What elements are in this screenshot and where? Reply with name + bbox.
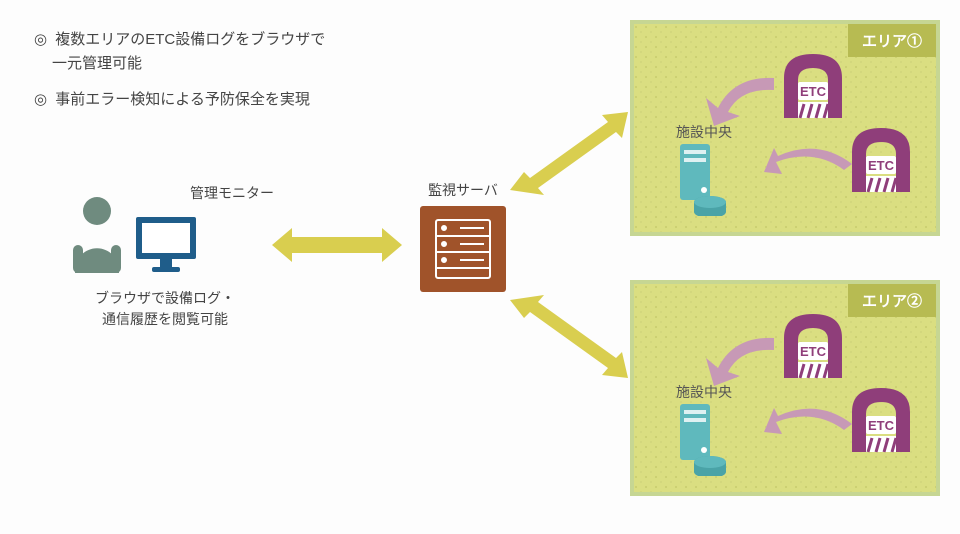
connector-center-area1 (510, 112, 630, 202)
flow-arrow-icon (764, 146, 854, 211)
facility-server-icon (670, 144, 728, 221)
facility-server-icon (670, 404, 728, 481)
area-badge: エリア② (848, 284, 936, 317)
admin-caption-l1: ブラウザで設備ログ・ (95, 290, 235, 306)
center-server-group: 監視サーバ (420, 180, 506, 297)
connector-center-area2 (510, 288, 630, 378)
svg-text:ETC: ETC (868, 418, 895, 433)
area-1: エリア① 施設中央 ETC ETC (630, 20, 940, 236)
person-icon (70, 195, 124, 278)
admin-caption: ブラウザで設備ログ・ 通信履歴を閲覧可能 (70, 288, 260, 330)
flow-arrow-icon (704, 328, 784, 393)
bullet-2: 事前エラー検知による予防保全を実現 (34, 88, 310, 112)
bullet-1: 複数エリアのETC設備ログをブラウザで 一元管理可能 (34, 28, 325, 76)
bullet-1-line1: 複数エリアのETC設備ログをブラウザで (55, 31, 325, 48)
etc-gate-icon: ETC (774, 308, 852, 385)
svg-text:ETC: ETC (800, 344, 827, 359)
svg-text:ETC: ETC (868, 158, 895, 173)
center-server-label: 監視サーバ (420, 180, 506, 200)
flow-arrow-icon (764, 406, 854, 471)
admin-caption-l2: 通信履歴を閲覧可能 (102, 311, 228, 327)
connector-admin-center (272, 222, 402, 268)
area-2: エリア② 施設中央 ETC ETC (630, 280, 940, 496)
server-rack-icon (420, 206, 506, 297)
admin-group: 管理モニター ブラウザで設備ログ・ 通信履歴を閲覧可能 (70, 195, 260, 330)
flow-arrow-icon (704, 68, 784, 133)
bullet-2-text: 事前エラー検知による予防保全を実現 (55, 91, 310, 108)
monitor-icon (134, 215, 198, 278)
area-badge: エリア① (848, 24, 936, 57)
bullet-1-line2: 一元管理可能 (52, 55, 142, 72)
admin-monitor-label: 管理モニター (190, 183, 274, 203)
svg-text:ETC: ETC (800, 84, 827, 99)
etc-gate-icon: ETC (774, 48, 852, 125)
